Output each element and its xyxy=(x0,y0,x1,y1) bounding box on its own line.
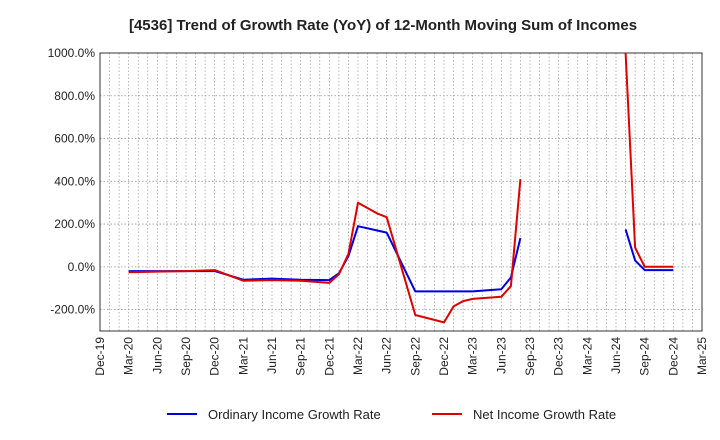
y-tick-label: 1000.0% xyxy=(48,46,96,60)
y-tick-label: 600.0% xyxy=(54,132,95,146)
x-tick-label: Mar-22 xyxy=(351,337,365,375)
x-tick-label: Mar-23 xyxy=(466,337,480,375)
x-tick-label: Jun-21 xyxy=(265,337,279,374)
x-tick-label: Dec-24 xyxy=(666,337,680,376)
legend-label: Ordinary Income Growth Rate xyxy=(208,407,381,422)
x-tick-label: Dec-23 xyxy=(552,337,566,376)
x-tick-label: Sep-23 xyxy=(523,337,537,376)
x-axis-tick-labels: Dec-19 Mar-20 Jun-20 Sep-20 Dec-20 Mar-21 Jun-… xyxy=(93,337,709,376)
series-lines xyxy=(128,53,674,324)
x-tick-label: Jun-24 xyxy=(609,337,623,374)
x-tick-label: Sep-20 xyxy=(179,337,193,376)
x-tick-label: Jun-20 xyxy=(150,337,164,374)
y-tick-label: -200.0% xyxy=(50,303,95,317)
x-tick-label: Dec-19 xyxy=(93,337,107,376)
y-tick-label: 800.0% xyxy=(54,89,95,103)
x-tick-label: Mar-21 xyxy=(236,337,250,375)
x-tick-label: Mar-25 xyxy=(695,337,709,375)
x-tick-label: Dec-20 xyxy=(208,337,222,376)
y-tick-label: 400.0% xyxy=(54,174,95,188)
x-tick-label: Jun-22 xyxy=(380,337,394,374)
legend-label: Net Income Growth Rate xyxy=(473,407,616,422)
series-line xyxy=(624,53,674,268)
legend: Ordinary Income Growth Rate Net Income Gr… xyxy=(167,407,616,422)
x-tick-label: Sep-22 xyxy=(408,337,422,376)
grid-lines xyxy=(99,52,703,331)
x-tick-label: Dec-21 xyxy=(322,337,336,376)
x-tick-label: Jun-23 xyxy=(494,337,508,374)
y-tick-label: 200.0% xyxy=(54,217,95,231)
x-tick-label: Mar-20 xyxy=(122,337,136,375)
y-axis-tick-labels: -200.0% 0.0% 200.0% 400.0% 600.0% 800.0% 1000.… xyxy=(48,46,96,317)
series-line xyxy=(624,229,674,272)
x-tick-label: Sep-24 xyxy=(638,337,652,376)
x-tick-label: Dec-22 xyxy=(437,337,451,376)
plot-area-frame xyxy=(99,52,703,332)
series-group xyxy=(128,53,674,324)
x-tick-label: Sep-21 xyxy=(294,337,308,376)
series-group xyxy=(128,225,674,293)
series-line xyxy=(128,179,522,324)
x-tick-label: Mar-24 xyxy=(580,337,594,375)
chart-title: [4536] Trend of Growth Rate (YoY) of 12-… xyxy=(129,17,637,34)
y-tick-label: 0.0% xyxy=(68,260,96,274)
